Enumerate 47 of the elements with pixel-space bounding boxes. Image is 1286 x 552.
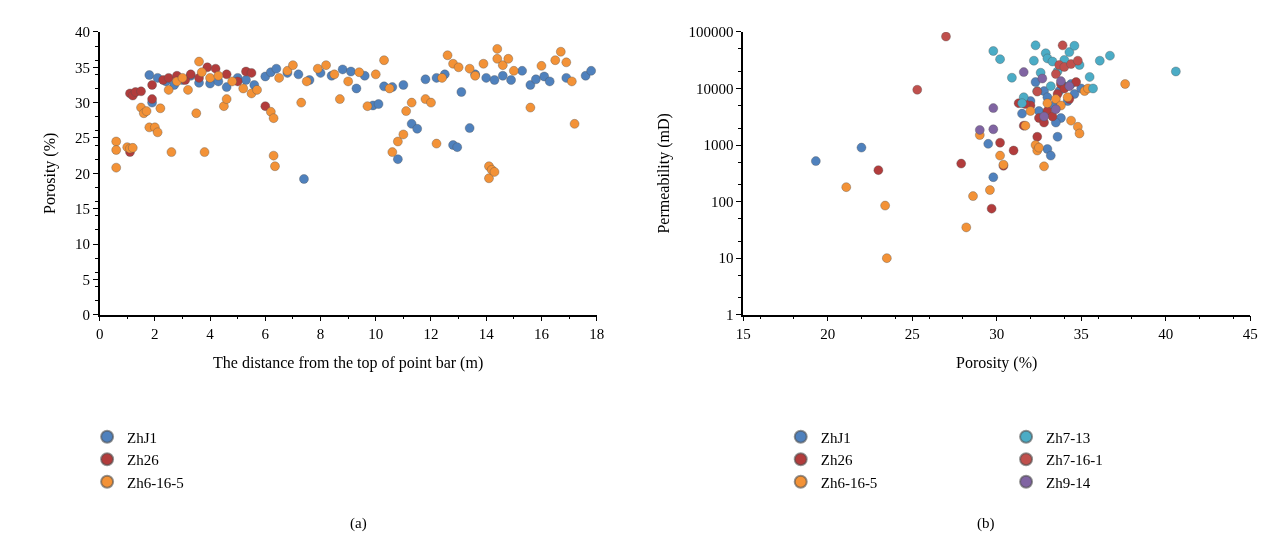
y-axis-title: Permeability (mD): [654, 113, 673, 234]
x-tick-label: 18: [589, 326, 605, 343]
y-tick-label: 35: [74, 59, 90, 76]
y-tick-label: 100: [710, 193, 734, 210]
x-tick-label: 30: [989, 326, 1005, 343]
x-axis-title: Porosity (%): [956, 353, 1038, 372]
y-tick-label: 1: [725, 306, 734, 323]
y-tick-label: 1000: [703, 137, 734, 154]
x-tick-label: 2: [151, 326, 159, 343]
legend-label: ZhJ1: [820, 429, 851, 446]
y-tick-label: 20: [74, 165, 90, 182]
legend-label: Zh7-13: [1046, 429, 1091, 446]
y-tick-label: 10: [74, 236, 90, 253]
legend-label: Zh9-14: [1046, 474, 1091, 491]
x-tick-label: 14: [478, 326, 495, 343]
y-tick-label: 30: [74, 94, 90, 111]
x-tick-label: 20: [820, 326, 836, 343]
x-tick-label: 6: [261, 326, 270, 343]
x-tick-label: 25: [904, 326, 920, 343]
legend-label: Zh6-16-5: [820, 474, 878, 491]
x-tick-label: 16: [533, 326, 550, 343]
legend-label: Zh7-16-1: [1046, 452, 1103, 469]
text: (a): [350, 515, 367, 532]
x-tick-label: 0: [95, 326, 104, 343]
x-tick-label: 35: [1073, 326, 1089, 343]
x-tick-label: 8: [316, 326, 325, 343]
x-tick-label: 40: [1158, 326, 1174, 343]
y-axis-title: Porosity (%): [41, 132, 60, 214]
y-tick-label: 25: [74, 130, 90, 147]
x-tick-label: 15: [735, 326, 751, 343]
x-axis-title: The distance from the top of point bar (m): [213, 353, 484, 372]
x-tick-label: 10: [368, 326, 384, 343]
x-tick-label: 4: [206, 326, 215, 343]
text: (b): [977, 515, 995, 532]
y-tick-label: 10000: [695, 80, 734, 97]
legend-label: Zh6-16-5: [127, 474, 184, 491]
y-tick-label: 40: [74, 24, 90, 41]
x-tick-label: 45: [1242, 326, 1258, 343]
y-tick-label: 0: [82, 306, 90, 323]
y-tick-label: 100000: [688, 24, 734, 41]
y-tick-label: 10: [718, 250, 734, 267]
x-tick-label: 12: [423, 326, 439, 343]
legend-label: Zh26: [820, 452, 853, 469]
legend-label: Zh26: [127, 452, 160, 469]
y-tick-label: 5: [82, 271, 90, 288]
legend-label: ZhJ1: [127, 429, 158, 446]
y-tick-label: 15: [74, 200, 90, 217]
